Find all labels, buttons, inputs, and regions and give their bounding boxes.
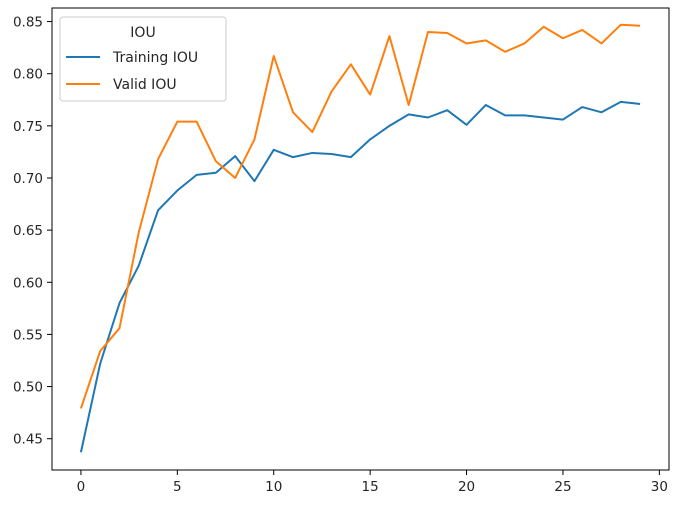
series-line-valid-iou <box>79 23 641 409</box>
y-tick-label: 0.75 <box>13 119 43 135</box>
x-tick-label: 10 <box>265 479 282 495</box>
y-tick-label: 0.60 <box>13 275 43 291</box>
y-tick-label: 0.45 <box>13 432 43 448</box>
x-tick-label: 20 <box>458 479 475 495</box>
x-tick-label: 5 <box>173 479 182 495</box>
x-tick-label: 25 <box>554 479 571 495</box>
legend-label-valid-iou: Valid IOU <box>113 77 177 93</box>
y-tick-label: 0.55 <box>13 327 43 343</box>
legend-label-training-iou: Training IOU <box>112 50 198 66</box>
y-tick-label: 0.50 <box>13 380 43 396</box>
y-tick-label: 0.85 <box>13 15 43 31</box>
x-tick-label: 15 <box>362 479 379 495</box>
legend-title: IOU <box>130 25 155 41</box>
axes-frame <box>51 7 670 471</box>
y-tick-label: 0.65 <box>13 223 43 239</box>
y-tick-label: 0.80 <box>13 67 43 83</box>
y-tick-label: 0.70 <box>13 171 43 187</box>
y-axis: 0.45 0.50 0.55 0.60 0.65 0.70 0.75 0.80 0.85 <box>13 15 52 448</box>
plot-lines <box>79 23 641 453</box>
x-tick-label: 0 <box>77 479 86 495</box>
series-line-training-iou <box>79 100 641 453</box>
legend-box <box>59 16 227 102</box>
x-tick-label: 30 <box>651 479 668 495</box>
x-axis: 0 5 10 15 20 25 30 <box>77 470 668 495</box>
legend: IOU Training IOU Valid IOU <box>59 16 227 102</box>
